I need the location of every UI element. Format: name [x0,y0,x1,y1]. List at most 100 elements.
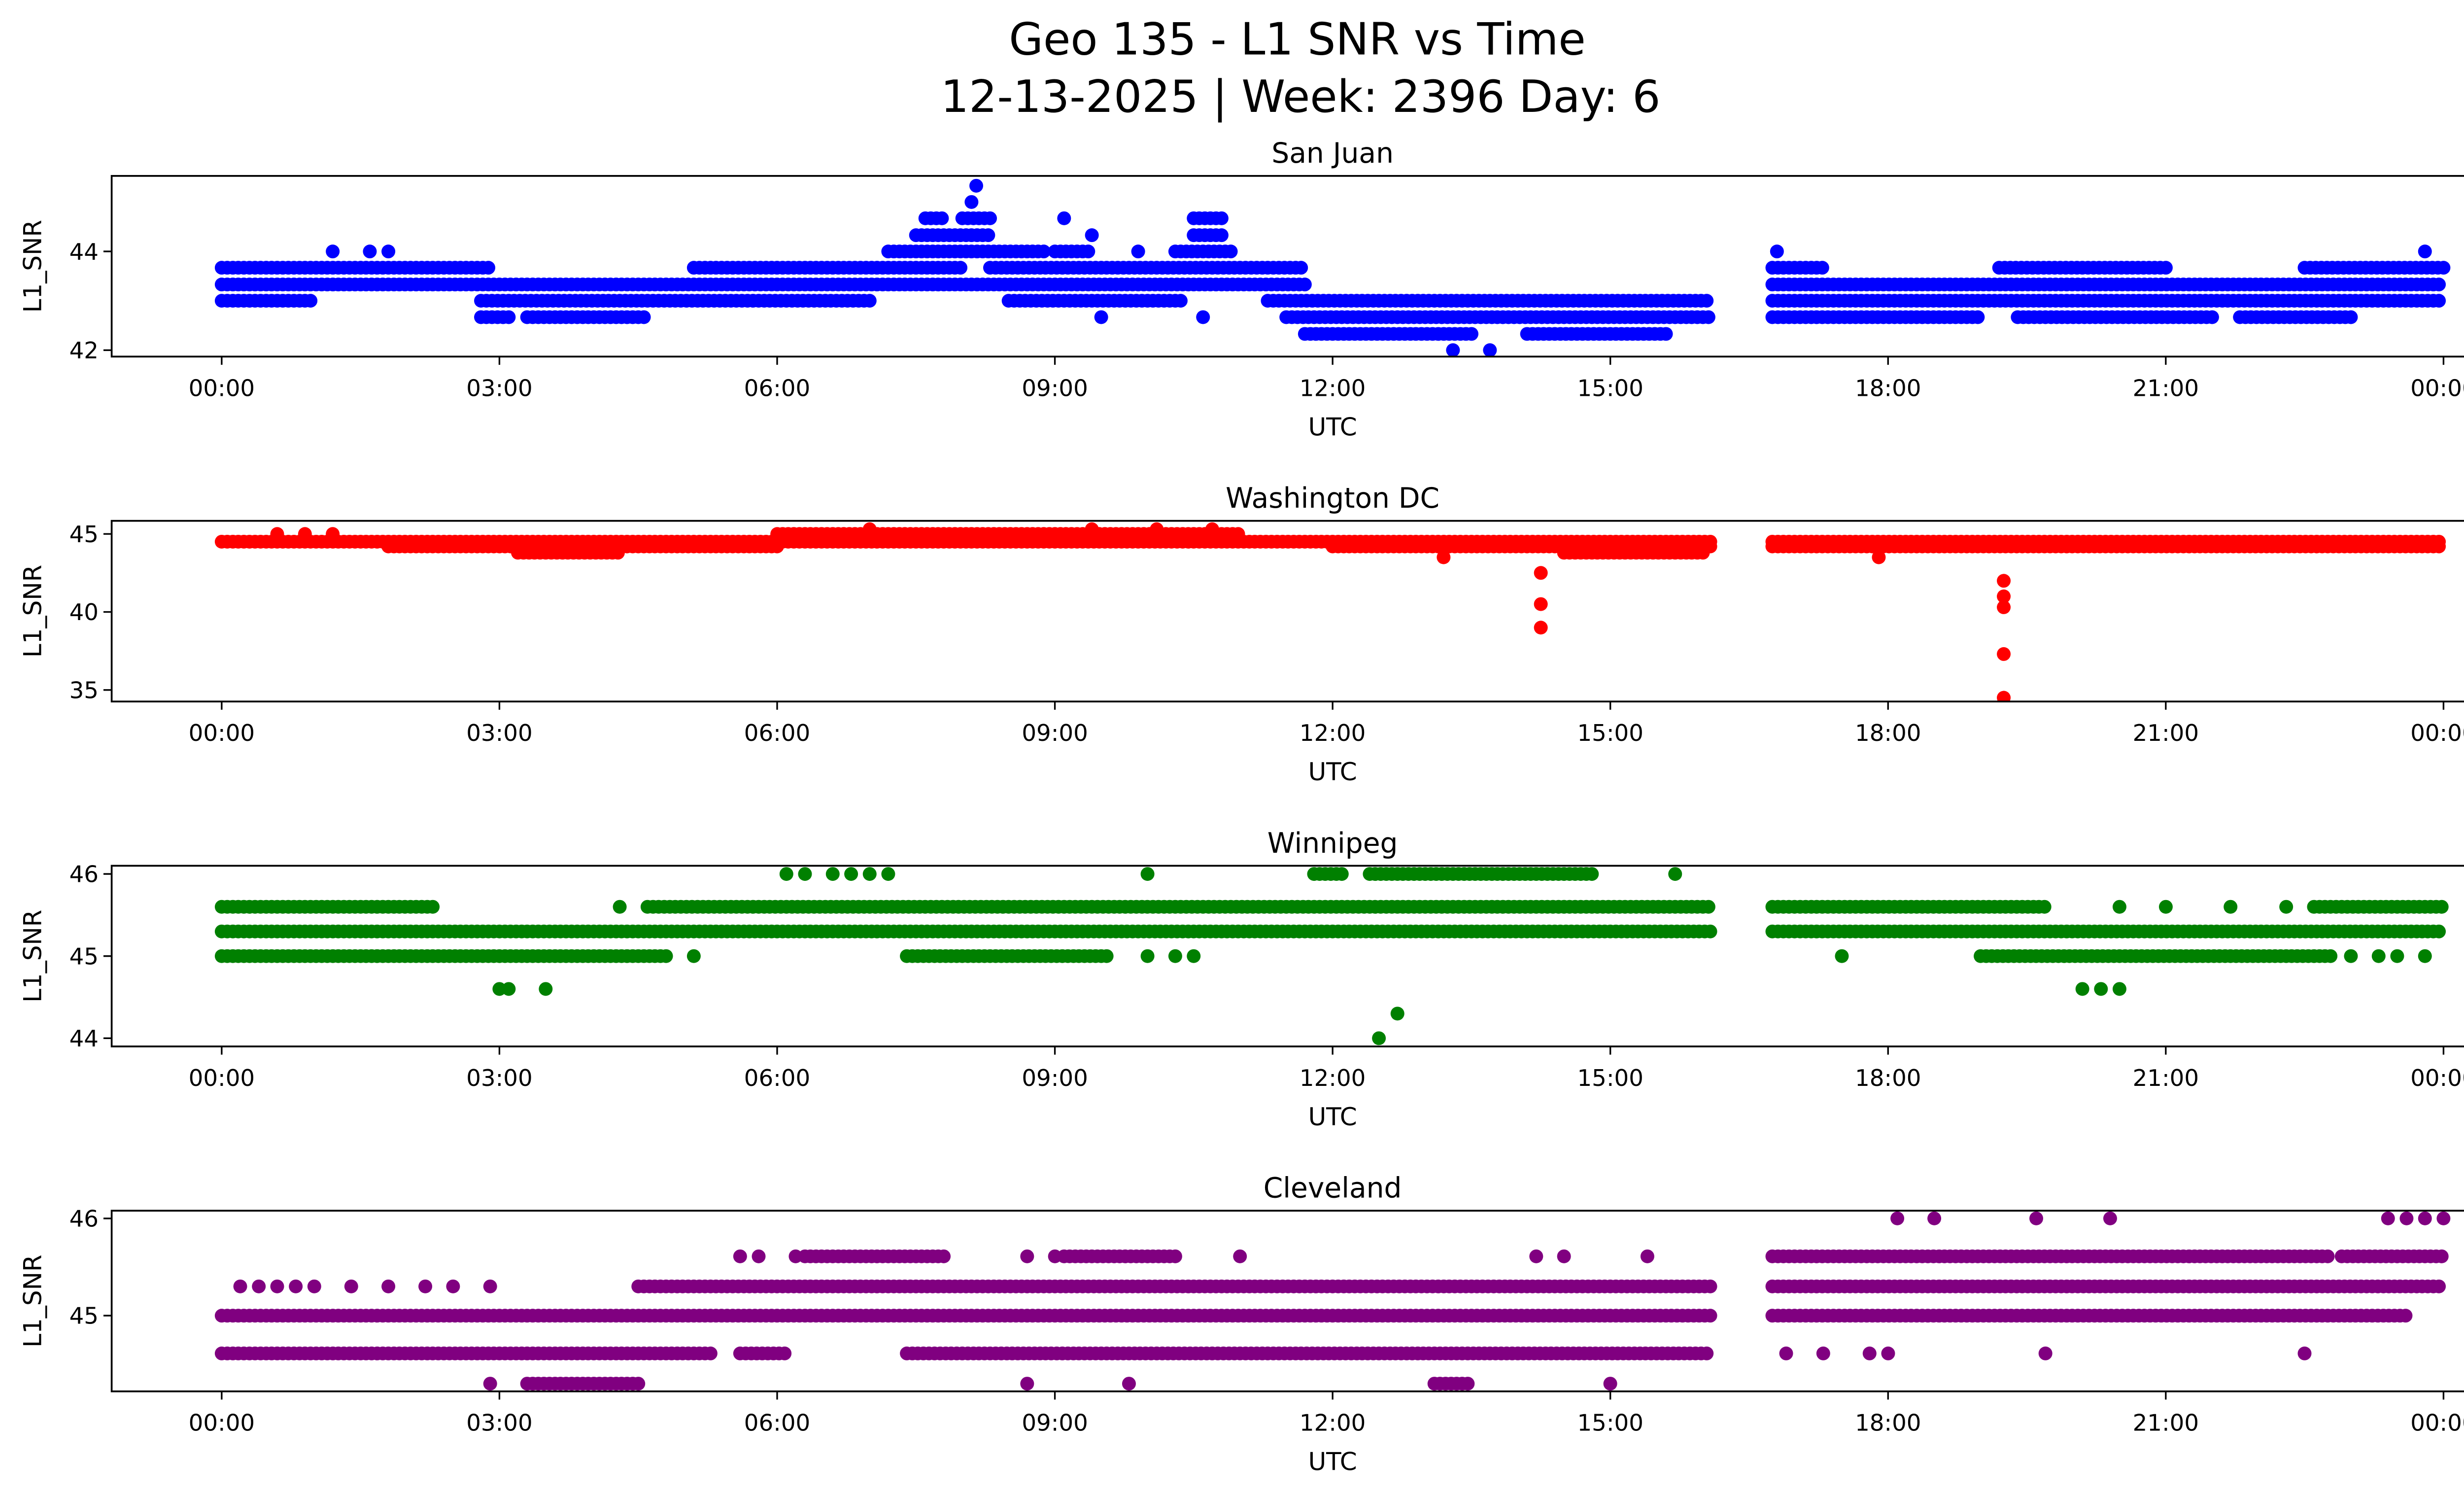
x-tick-label: 00:00 [189,1410,255,1437]
data-point [1534,597,1548,611]
x-tick-label: 12:00 [1300,1065,1366,1092]
data-point [483,1377,497,1391]
data-point [2224,900,2238,914]
x-tick-label: 00:00 [2410,1410,2464,1437]
data-point [1461,1377,1475,1391]
data-point [779,867,793,881]
data-point [344,1279,358,1293]
panel-title: Winnipeg [1267,827,1398,860]
data-point [1020,1377,1034,1391]
data-point [1173,294,1188,308]
x-tick-label: 03:00 [466,1410,532,1437]
x-tick-label: 15:00 [1577,720,1643,747]
data-point [1997,647,2011,661]
data-point [1081,244,1095,259]
data-point [2075,982,2089,996]
x-tick-label: 18:00 [1855,720,1921,747]
data-point [1872,550,1886,564]
data-point [1048,1249,1062,1263]
data-point [2418,244,2432,259]
data-point [2029,1211,2044,1225]
data-point [2158,900,2173,914]
data-point [418,1279,433,1293]
data-point [1815,261,1829,275]
data-point [1997,574,2011,588]
data-point [1036,244,1051,259]
data-point [2390,949,2404,963]
data-point [326,244,340,259]
axes-frame [110,1210,2464,1392]
scatter-series [214,1211,2451,1391]
x-tick-label: 00:00 [189,720,255,747]
data-point [1298,278,1312,292]
data-point [298,527,312,541]
data-point [270,527,284,541]
data-point [270,1279,284,1293]
data-point [363,244,377,259]
data-point [2371,949,2386,963]
data-point [1483,343,1497,357]
data-point [862,867,877,881]
data-point [502,982,516,996]
axes-frame [110,175,2464,358]
panel-winnipeg: Winnipeg 00:00 03:00 06:00 09:00 12:00 15:00 18… [18,827,2464,1131]
data-point [1372,1031,1386,1045]
data-point [1971,310,1985,324]
y-axis-label: L1_SNR [18,565,47,658]
x-tick-label: 09:00 [1022,1065,1088,1092]
y-axis-label: L1_SNR [18,220,47,313]
data-point [1881,1346,1895,1360]
data-point [2432,278,2446,292]
data-point [862,522,877,536]
data-point [1927,1211,1942,1225]
data-point [1701,900,1715,914]
data-point [825,867,840,881]
data-point [2432,1279,2446,1293]
data-point [1196,310,1210,324]
data-point [1214,211,1229,225]
data-point [483,1279,497,1293]
data-point [1122,1377,1136,1391]
data-point [2436,261,2451,275]
data-point [2321,1249,2335,1263]
x-tick-label: 00:00 [189,1065,255,1092]
y-tick-label: 46 [69,1206,99,1233]
data-point [304,294,318,308]
data-point [881,867,895,881]
data-point [502,310,516,324]
data-point [1701,310,1715,324]
data-point [1085,522,1099,536]
data-point [2432,539,2446,554]
y-tick-label: 45 [69,522,99,548]
data-point [1557,1249,1571,1263]
data-point [1437,550,1451,564]
y-tick-label: 45 [69,1303,99,1330]
data-point [1770,244,1784,259]
data-point [252,1279,266,1293]
data-point [1779,1346,1793,1360]
x-tick-label: 00:00 [2410,375,2464,402]
y-axis-label: L1_SNR [18,909,47,1002]
data-point [1390,1007,1404,1021]
scatter-series [214,867,2449,1045]
data-point [613,900,627,914]
x-axis-label: UTC [1308,1103,1357,1131]
data-point [752,1249,766,1263]
x-axis-label: UTC [1308,758,1357,786]
data-point [2434,1249,2449,1263]
data-point [1703,924,1717,939]
data-point [637,310,651,324]
data-point [1168,1249,1182,1263]
data-point [1446,343,1460,357]
x-tick-label: 06:00 [744,1410,810,1437]
data-point [611,546,625,560]
data-point [733,1249,747,1263]
data-point [935,211,949,225]
data-point [2432,924,2446,939]
panel-cleveland: Cleveland 00:00 03:00 06:00 09:00 12:00 15:00 1… [18,1172,2464,1476]
data-point [307,1279,321,1293]
y-tick-label: 45 [69,943,99,970]
data-point [862,294,877,308]
data-point [2381,1211,2395,1225]
data-point [659,949,673,963]
